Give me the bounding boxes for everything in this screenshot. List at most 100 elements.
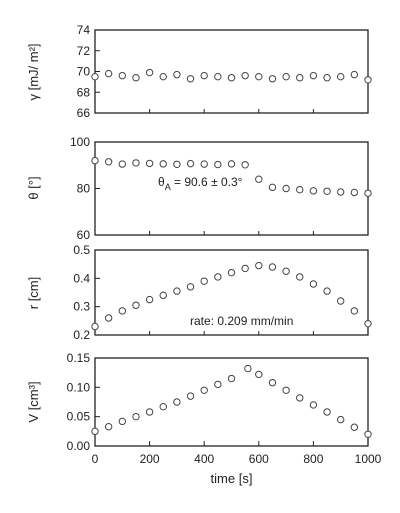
data-point (200, 277, 208, 285)
data-point (337, 297, 345, 305)
y-tick-label: 60 (77, 228, 91, 242)
data-point (227, 268, 236, 277)
data-point (118, 417, 127, 426)
data-point (159, 72, 167, 81)
x-tick-label: 800 (303, 452, 323, 466)
x-tick-label: 200 (140, 452, 160, 466)
data-point (241, 71, 249, 80)
x-tick-label: 600 (249, 452, 269, 466)
data-point (145, 159, 154, 168)
panel-radius: 0.2 0.3 0.4 0.5 r [cm] rate: 0.209 mm/min (26, 243, 372, 342)
x-tick-label: 1000 (355, 452, 382, 466)
data-point (296, 273, 304, 281)
data-point (323, 287, 331, 295)
x-tick-label: 400 (194, 452, 214, 466)
data-point (214, 72, 222, 81)
data-point (296, 74, 304, 82)
y-tick-label: 74 (77, 23, 91, 37)
annotation: θA = 90.6 ± 0.3° (158, 175, 243, 192)
data-point (364, 189, 372, 197)
y-tick-label: 0.2 (73, 328, 90, 342)
data-point (282, 72, 290, 81)
y-axis-label: V [cm³] (26, 381, 41, 422)
data-point (104, 314, 113, 322)
panel-surface-tension: 66 68 70 72 74 γ [mJ/ m²] (26, 23, 372, 120)
data-point (118, 160, 127, 168)
data-point (214, 380, 222, 389)
data-point (309, 280, 318, 288)
data-point (337, 188, 345, 196)
y-axis-label: θ [°] (26, 176, 41, 199)
data-point (118, 71, 127, 80)
data-point (132, 159, 140, 167)
plot-frame (94, 29, 369, 114)
data-point (118, 307, 127, 315)
data-point (309, 71, 318, 80)
data-point (337, 72, 345, 81)
data-point (227, 160, 236, 168)
y-tick-label: 66 (77, 106, 91, 120)
data-point (200, 160, 208, 168)
data-point (132, 301, 140, 309)
data-point (364, 76, 372, 84)
data-point (132, 412, 140, 421)
y-tick-label: 80 (77, 182, 91, 196)
y-tick-label: 72 (77, 44, 91, 58)
data-point (91, 322, 99, 331)
data-point (91, 72, 99, 81)
y-tick-label: 0.10 (67, 380, 91, 394)
data-point (227, 74, 236, 82)
data-point (227, 374, 236, 383)
data-point (159, 291, 167, 300)
data-point (255, 175, 263, 183)
y-tick-label: 0.3 (73, 300, 90, 314)
data-point (323, 408, 331, 416)
data-point (309, 187, 318, 195)
annotation: rate: 0.209 mm/min (190, 314, 293, 328)
data-point (364, 430, 372, 438)
data-point (255, 370, 263, 379)
plot-frame (94, 249, 369, 336)
data-point (350, 307, 359, 315)
y-tick-label: 0.4 (73, 271, 90, 285)
data-point (186, 283, 195, 291)
data-point (104, 158, 113, 166)
data-point (186, 75, 195, 83)
data-point (159, 402, 167, 411)
data-point (104, 422, 113, 431)
y-axis-label: γ [mJ/ m²] (26, 43, 41, 100)
data-point (132, 74, 140, 82)
data-point (268, 75, 277, 83)
y-tick-label: 0.05 (67, 410, 91, 424)
data-point (145, 68, 154, 77)
data-point (350, 423, 359, 431)
data-point (309, 401, 318, 409)
data-point (268, 378, 277, 387)
data-point (350, 70, 359, 79)
data-point (186, 392, 195, 400)
data-point (323, 187, 331, 195)
data-point (91, 427, 99, 436)
y-tick-label: 70 (77, 65, 91, 79)
data-point (337, 415, 345, 424)
data-point (173, 70, 181, 79)
data-point (173, 160, 181, 169)
data-point (282, 267, 290, 275)
panel-contact-angle: 60 80 100 θ [°] θA = 90.6 ± 0.3° (26, 135, 372, 242)
data-point (296, 185, 304, 194)
y-tick-label: 0.5 (73, 243, 90, 257)
data-point (173, 398, 181, 406)
data-point (323, 74, 331, 82)
data-point (364, 319, 372, 328)
data-point (214, 160, 222, 169)
data-point (159, 160, 167, 168)
data-point (214, 273, 222, 281)
data-point (173, 287, 181, 295)
data-point (255, 261, 263, 270)
data-point (145, 295, 154, 304)
data-point (268, 183, 277, 192)
x-tick-label: 0 (92, 452, 99, 466)
data-point (200, 386, 208, 394)
data-point (255, 72, 263, 81)
